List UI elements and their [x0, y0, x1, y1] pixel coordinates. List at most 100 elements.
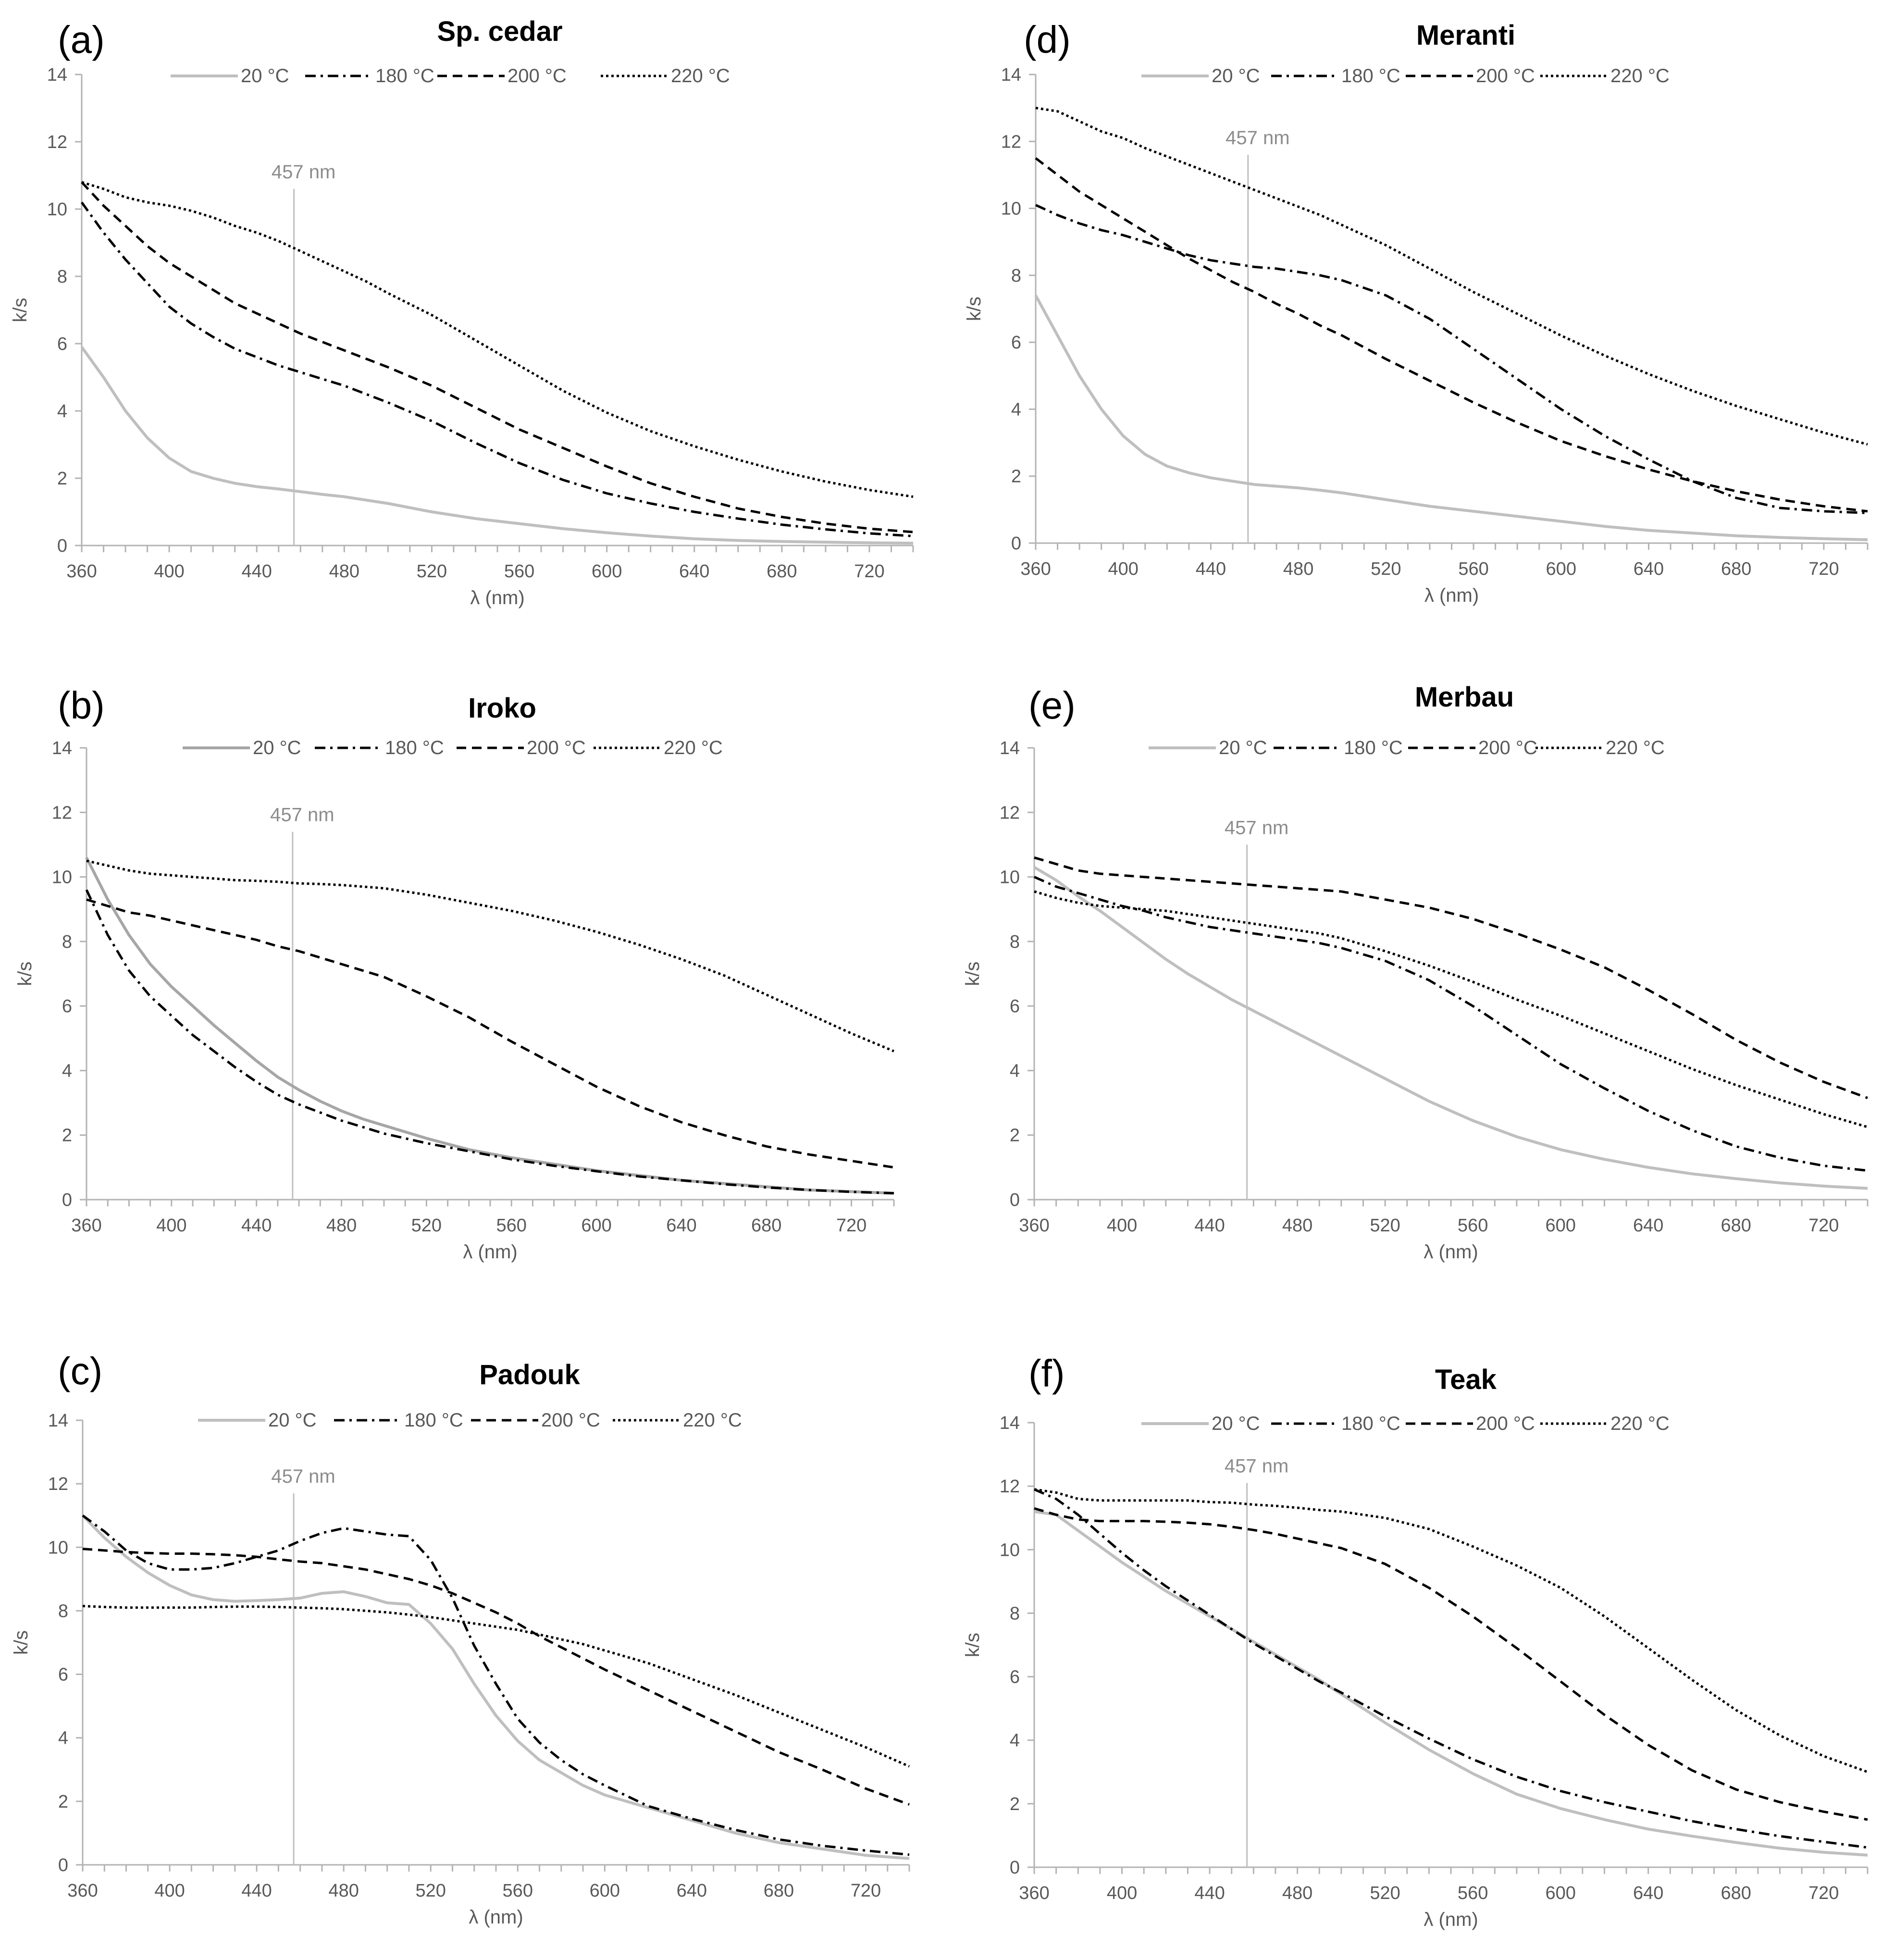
legend-label: 20 °C [1212, 1413, 1260, 1434]
x-tick-label: 480 [326, 1216, 357, 1236]
chart-panel-f: (f) Teak 0 2 4 6 8 10 12 14 360 400 440 480 520 560 600 6… [962, 1352, 1869, 1930]
y-tick-label: 8 [62, 932, 72, 952]
x-tick-label: 600 [581, 1216, 611, 1236]
x-tick-label: 440 [1194, 1216, 1225, 1236]
y-tick-label: 4 [58, 1728, 68, 1749]
x-tick-label: 440 [242, 561, 272, 582]
panel-label: (a) [58, 18, 105, 61]
panel-label: (c) [58, 1350, 102, 1392]
x-tick-label: 600 [1545, 1216, 1575, 1236]
y-tick-label: 6 [58, 1665, 68, 1685]
legend-label: 220 °C [671, 65, 730, 87]
chart-title: Meranti [1416, 20, 1515, 51]
x-axis-label: λ (nm) [463, 1241, 517, 1263]
x-tick-label: 640 [677, 1881, 707, 1901]
x-tick-label: 480 [1282, 1883, 1312, 1903]
x-tick-label: 560 [1458, 1883, 1488, 1903]
panel-label: (f) [1028, 1352, 1065, 1395]
x-tick-label: 640 [1634, 559, 1664, 579]
series-line-180c [1035, 204, 1868, 514]
panel-label: (b) [58, 684, 105, 727]
chart-title: Padouk [479, 1359, 580, 1390]
legend-label: 220 °C [1610, 65, 1670, 87]
legend-label: 20 °C [253, 737, 301, 758]
y-axis-label: k/s [10, 298, 31, 322]
y-tick-label: 8 [57, 267, 67, 287]
y-axis-label: k/s [14, 961, 36, 986]
wavelength-marker-label: 457 nm [1225, 1456, 1288, 1477]
y-tick-label: 12 [1000, 1476, 1020, 1497]
legend-label: 20 °C [241, 65, 289, 87]
y-tick-label: 12 [1001, 132, 1021, 152]
y-tick-label: 12 [48, 1474, 68, 1494]
legend-label: 200 °C [1476, 1413, 1535, 1434]
y-tick-label: 10 [1000, 1540, 1020, 1560]
y-tick-label: 4 [1011, 399, 1021, 420]
chart-panel-c: (c) Padouk 0 2 4 6 8 10 12 14 360 400 440 480 520 560 60… [11, 1350, 910, 1928]
x-tick-label: 520 [416, 1881, 446, 1901]
x-tick-label: 640 [666, 1216, 696, 1236]
y-tick-label: 10 [1001, 199, 1021, 219]
legend-label: 180 °C [404, 1410, 463, 1431]
x-tick-label: 560 [1458, 1216, 1488, 1236]
legend-label: 180 °C [375, 65, 434, 87]
panel-label: (d) [1024, 18, 1071, 61]
series-line-20c [81, 1514, 910, 1860]
x-tick-label: 480 [1282, 1216, 1312, 1236]
x-tick-label: 440 [241, 1216, 272, 1236]
y-axis-label: k/s [962, 1633, 983, 1657]
wavelength-marker-label: 457 nm [272, 161, 335, 183]
x-tick-label: 720 [854, 561, 884, 582]
x-tick-label: 520 [417, 561, 447, 582]
x-tick-label: 680 [1721, 1883, 1751, 1903]
series-line-220c [81, 181, 914, 498]
x-tick-label: 480 [329, 561, 359, 582]
y-tick-label: 4 [1010, 1061, 1020, 1081]
y-tick-label: 0 [1011, 533, 1021, 554]
x-tick-label: 680 [751, 1216, 781, 1236]
y-axis-label: k/s [964, 297, 985, 321]
chart-panel-b: (b) Iroko 0 2 4 6 8 10 12 14 360 400 440 480 520 560 600… [14, 684, 895, 1263]
series-line-180c [85, 889, 894, 1195]
y-tick-label: 2 [1010, 1126, 1020, 1146]
panel-label: (e) [1028, 684, 1076, 727]
series-line-220c [1034, 1488, 1868, 1774]
x-tick-label: 640 [679, 561, 709, 582]
series-line-200c [86, 898, 894, 1169]
legend-label: 180 °C [385, 737, 444, 758]
x-tick-label: 640 [1633, 1216, 1663, 1236]
series-line-180c [1033, 876, 1868, 1172]
legend-label: 220 °C [664, 737, 723, 758]
series-line-200c [1034, 856, 1868, 1099]
legend-label: 220 °C [1610, 1413, 1670, 1434]
x-tick-label: 440 [241, 1881, 272, 1901]
series-line-180c [1034, 1488, 1868, 1849]
x-tick-label: 720 [851, 1881, 881, 1901]
x-tick-label: 600 [592, 561, 622, 582]
legend-label: 200 °C [1478, 737, 1537, 758]
series-line-200c [82, 1548, 910, 1806]
series-line-20c [80, 346, 914, 545]
legend-label: 180 °C [1341, 65, 1400, 87]
y-tick-label: 14 [1000, 738, 1020, 758]
legend-label: 20 °C [1212, 65, 1260, 87]
legend-label: 20 °C [268, 1410, 317, 1431]
x-tick-label: 600 [590, 1881, 620, 1901]
x-tick-label: 440 [1196, 559, 1226, 579]
series-line-180c [80, 201, 914, 537]
x-axis-label: λ (nm) [470, 587, 524, 608]
y-tick-label: 10 [1000, 868, 1020, 888]
y-tick-label: 0 [1010, 1190, 1020, 1210]
x-tick-label: 440 [1194, 1883, 1225, 1903]
y-tick-label: 6 [1010, 996, 1020, 1017]
series-line-200c [1035, 157, 1868, 513]
x-tick-label: 600 [1546, 559, 1576, 579]
series-line-20c [1033, 866, 1868, 1190]
x-tick-label: 520 [1370, 1216, 1400, 1236]
x-tick-label: 680 [764, 1881, 794, 1901]
series-line-180c [82, 1514, 910, 1856]
x-tick-label: 400 [1108, 559, 1139, 579]
x-tick-label: 480 [1283, 559, 1313, 579]
series-line-220c [86, 859, 894, 1053]
wavelength-marker-label: 457 nm [271, 1466, 335, 1487]
